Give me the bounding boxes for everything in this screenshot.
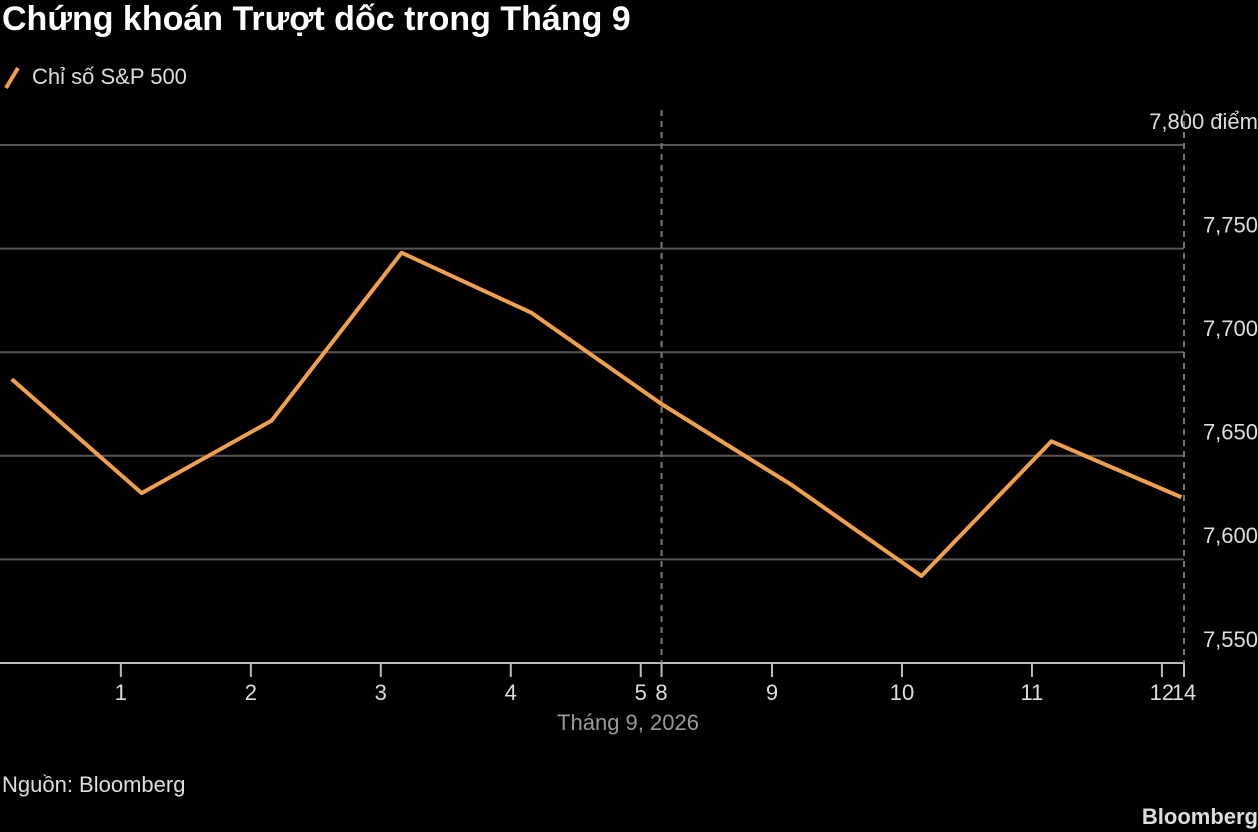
x-axis-title: Tháng 9, 2026 [557,710,699,735]
x-tick-label: 10 [890,680,914,705]
y-tick-label: 7,750 [1203,212,1258,237]
x-tick-label: 1 [115,680,127,705]
series-line [10,250,1183,578]
x-tick-label: 5 [635,680,647,705]
x-tick-label: 12 [1150,680,1174,705]
x-tick-label: 11 [1021,680,1044,705]
x-tick-label: 9 [766,680,778,705]
y-tick-label: 7,550 [1203,627,1258,652]
source: Nguồn: Bloomberg [2,772,185,797]
legend-label: Chỉ số S&P 500 [32,64,187,89]
x-tick-label: 14 [1172,680,1196,705]
y-tick-label: 7,700 [1203,316,1258,341]
y-tick-label: 7,650 [1203,420,1258,445]
x-tick-label: 8 [655,680,667,705]
chart-title: Chứng khoán Trượt dốc trong Tháng 9 [2,0,631,38]
y-tick-label: 7,600 [1203,523,1258,548]
x-tick-label: 2 [245,680,257,705]
x-tick-label: 3 [375,680,387,705]
x-tick-label: 4 [505,680,517,705]
y-tick-label: 7,800 điểm [1149,109,1258,134]
brand: Bloomberg [1142,804,1258,829]
legend-swatch [4,66,20,90]
